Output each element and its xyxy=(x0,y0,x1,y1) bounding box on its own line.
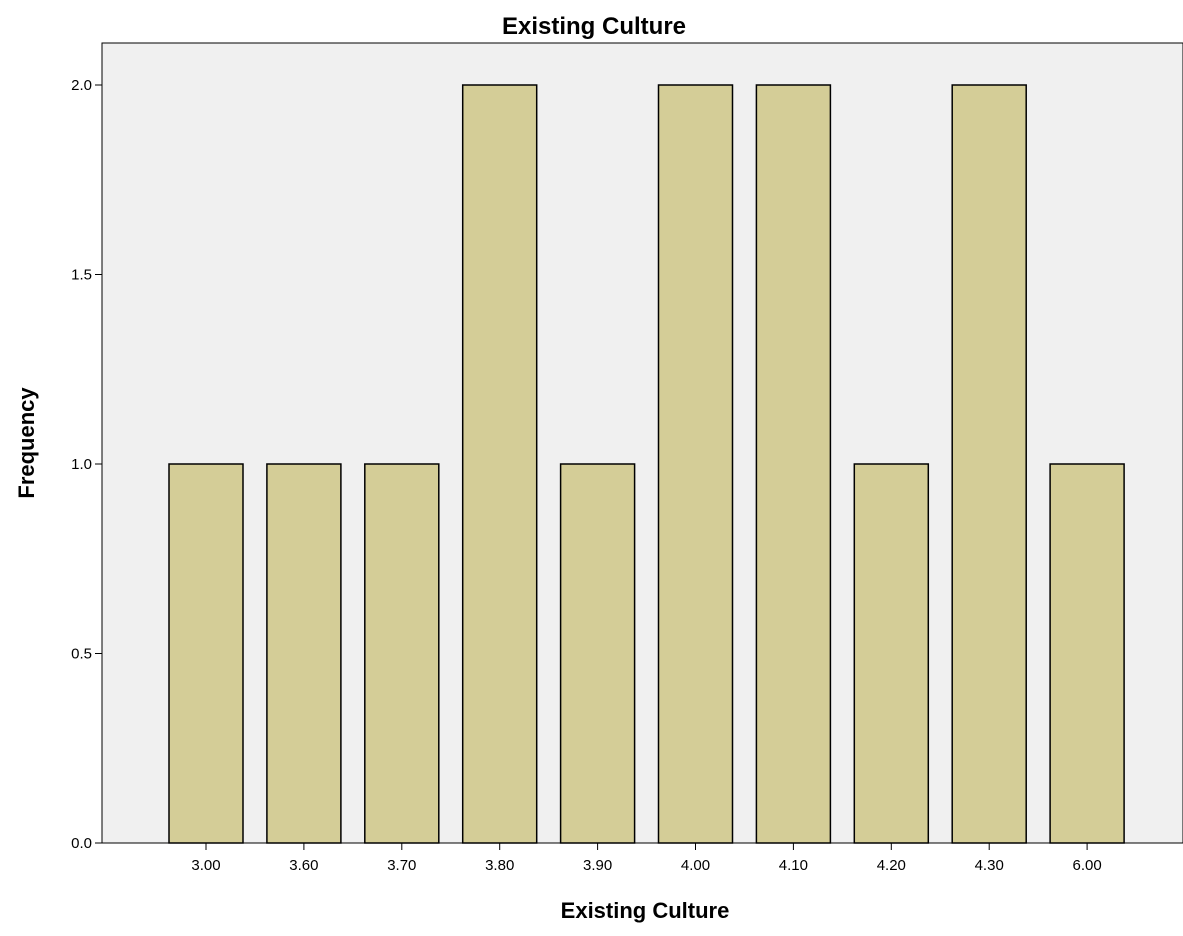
x-tick-label: 3.00 xyxy=(191,857,220,874)
x-tick-label: 6.00 xyxy=(1072,857,1101,874)
y-tick-label: 0.5 xyxy=(71,646,92,663)
x-tick-label: 3.90 xyxy=(583,857,612,874)
bar-3.00[interactable] xyxy=(168,463,244,844)
x-tick-label: 3.60 xyxy=(289,857,318,874)
x-axis: 3.00 3.60 3.70 3.80 3.90 4.00 4.10 4.20 4.30 6.00 xyxy=(191,843,1102,874)
bar-3.90[interactable] xyxy=(559,463,636,844)
bar-4.00[interactable] xyxy=(657,84,734,844)
bar-4.10[interactable] xyxy=(755,84,832,844)
x-tick-label: 3.80 xyxy=(485,857,514,874)
y-tick-label: 1.0 xyxy=(71,456,92,473)
x-axis-label: Existing Culture xyxy=(561,898,730,923)
bar-3.70[interactable] xyxy=(364,463,440,844)
y-tick-label: 1.5 xyxy=(71,267,92,284)
y-axis: 0.0 0.5 1.0 1.5 2.0 xyxy=(71,77,102,852)
bar-3.60[interactable] xyxy=(266,463,342,844)
y-tick-label: 0.0 xyxy=(71,835,92,852)
y-axis-label: Frequency xyxy=(14,387,39,499)
bar-4.20[interactable] xyxy=(853,463,930,844)
x-tick-label: 4.10 xyxy=(779,857,808,874)
x-tick-label: 4.20 xyxy=(877,857,906,874)
bar-4.30[interactable] xyxy=(951,84,1027,844)
x-tick-label: 3.70 xyxy=(387,857,416,874)
bars xyxy=(168,84,1125,844)
bar-3.80[interactable] xyxy=(461,84,538,844)
chart-title: Existing Culture xyxy=(502,13,686,40)
x-tick-label: 4.00 xyxy=(681,857,710,874)
x-tick-label: 4.30 xyxy=(975,857,1004,874)
y-tick-label: 2.0 xyxy=(71,77,92,94)
bar-6.00[interactable] xyxy=(1049,463,1125,844)
